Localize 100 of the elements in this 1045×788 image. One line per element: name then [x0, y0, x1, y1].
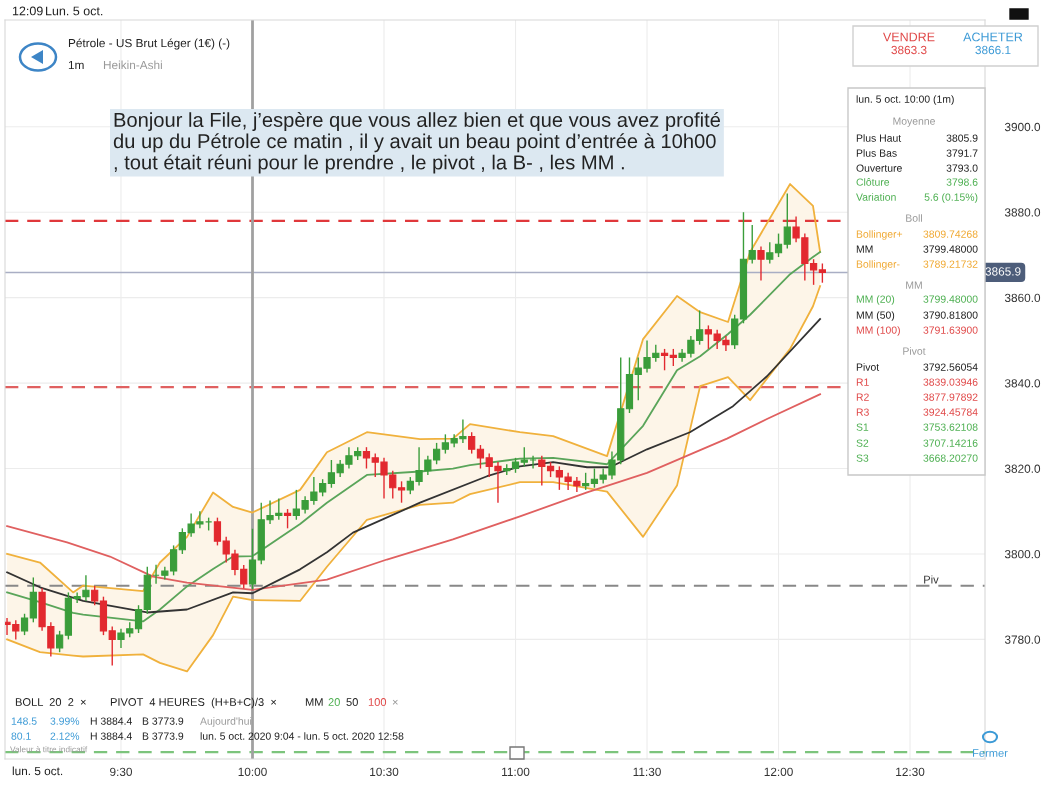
annotation: B 3773.9: [142, 717, 184, 725]
line-series: [6, 183, 821, 594]
annotation: 3799.48000: [923, 245, 978, 253]
annotation: MM: [906, 281, 922, 289]
annotation: 3790.81800: [923, 311, 978, 319]
annotation: Plus Bas: [856, 149, 897, 157]
annotation: 148.5: [11, 717, 37, 725]
annotation: 3791.63900: [923, 326, 978, 334]
y-tick-label: 3880.0: [1004, 208, 1041, 217]
annotation: Boll: [906, 214, 922, 222]
annotation: Variation: [856, 193, 896, 201]
annotation: ×: [392, 699, 398, 705]
annotation: 3707.14216: [923, 439, 978, 447]
annotation: H 3884.4: [90, 732, 132, 740]
annotation: H 3884.4: [90, 717, 132, 725]
annotation: VENDRE: [883, 32, 935, 42]
x-tick-label: 12:30: [896, 767, 925, 776]
annotation: 3.99%: [50, 717, 80, 725]
annotation: 3798.6: [946, 178, 978, 186]
annotation: 3791.7: [946, 149, 978, 157]
annotation: MM: [305, 698, 323, 706]
annotation: Ouverture: [856, 164, 902, 172]
annotation: 5.6 (0.15%): [924, 193, 978, 203]
annotation: 3809.74268: [923, 230, 978, 238]
annotation: lun. 5 oct. 2020 9:04 - lun. 5 oct. 2020 12:58: [200, 732, 404, 740]
annotation: 3863.3: [891, 45, 927, 55]
candlestick: [774, 232, 783, 258]
annotation: Pivot: [856, 363, 880, 371]
annotation: 3753.62108: [923, 423, 978, 431]
x-tick-label: 11:00: [502, 767, 530, 776]
candlestick: [283, 508, 292, 530]
candlestick: [468, 431, 476, 455]
y-tick-label: 3800.0: [1004, 549, 1041, 559]
annotation: B 3773.9: [142, 732, 184, 740]
annotation: Heikin-Ashi: [103, 60, 162, 70]
annotation: BOLL 20 2 ×: [15, 698, 86, 706]
candlestick: [91, 585, 99, 606]
annotation: 20: [328, 698, 340, 706]
x-tick-label: 12:00: [764, 767, 793, 776]
annotation: Pivot: [903, 347, 926, 355]
x-tick-label: 10:00: [238, 767, 267, 776]
y-tick-label: 3820.0: [1004, 464, 1041, 473]
annotation: 3839.03946: [923, 378, 978, 386]
annotation: ACHETER: [963, 32, 1023, 42]
candlestick: [362, 446, 371, 470]
annotation: 3789.21732: [923, 260, 978, 268]
y-tick-label: 3860.0: [1004, 293, 1041, 303]
candlestick: [134, 604, 143, 634]
annotation: 100: [368, 698, 387, 706]
line-series: [6, 393, 821, 591]
ref-line-label: 3865.9: [985, 267, 1021, 276]
annotation: R1: [856, 378, 869, 386]
x-tick-label: 10:30: [370, 767, 399, 776]
line-series: [6, 285, 821, 673]
candlestick: [660, 348, 669, 371]
annotation: R2: [856, 393, 869, 401]
annotation: Bonjour la File, j’espère que vous allez bien et que vous avez profité du up du Pétrole ce matin , il y avait un beau point d’entrée à 10h00 , tout était réuni pour le prendre , le pivot , la B- , les MM .: [113, 112, 720, 174]
candlestick: [397, 480, 406, 504]
annotation: 3866.1: [975, 45, 1011, 55]
x-tick-label: 9:30: [110, 767, 133, 776]
annotation: MM (100): [856, 326, 900, 336]
candlestick: [20, 613, 29, 636]
candlestick: [108, 625, 116, 667]
annotation: 3793.0: [946, 164, 978, 172]
annotation: S3: [856, 454, 869, 462]
annotation: 3668.20270: [923, 454, 978, 462]
annotation: 3877.97892: [923, 393, 978, 401]
candlestick: [56, 630, 64, 653]
text: Pétrole - US Brut Léger (1€) (-): [68, 38, 230, 50]
annotation: Fermer: [973, 749, 1008, 757]
y-tick-label: 3840.0: [1004, 379, 1041, 388]
text: 12:09: [12, 6, 43, 16]
annotation: S2: [856, 439, 869, 447]
text: Lun. 5 oct.: [46, 6, 103, 16]
y-tick-label: 3900.0: [1004, 122, 1041, 132]
annotation: Plus Haut: [856, 134, 902, 142]
annotation: PIVOT 4 HEURES (H+B+C)/3 ×: [110, 697, 277, 709]
annotation: 3792.56054: [923, 363, 978, 371]
annotation: S1: [856, 423, 869, 431]
y-tick-label: 3780.0: [1004, 635, 1041, 644]
annotation: 1m: [68, 60, 84, 70]
annotation: 3805.9: [946, 134, 978, 142]
annotation: 3799.48000: [923, 295, 978, 303]
annotation: R3: [856, 408, 869, 416]
annotation: Moyenne: [893, 117, 935, 127]
annotation: MM: [856, 245, 873, 253]
candlestick: [783, 192, 791, 250]
text: lun. 5 oct.: [12, 766, 63, 776]
annotation: MM (20): [856, 295, 895, 305]
candlestick: [766, 241, 774, 265]
annotation: Bollinger-: [856, 260, 900, 270]
annotation: 2.12%: [50, 732, 80, 740]
annotation: 80.1: [11, 732, 31, 740]
annotation: 50: [346, 698, 358, 706]
annotation: lun. 5 oct. 10:00 (1m): [856, 95, 954, 105]
candlestick: [520, 446, 528, 468]
x-tick-label: 11:30: [633, 767, 661, 776]
annotation: Bollinger+: [856, 230, 903, 240]
candlestick: [748, 224, 756, 265]
annotation: MM (50): [856, 311, 895, 321]
